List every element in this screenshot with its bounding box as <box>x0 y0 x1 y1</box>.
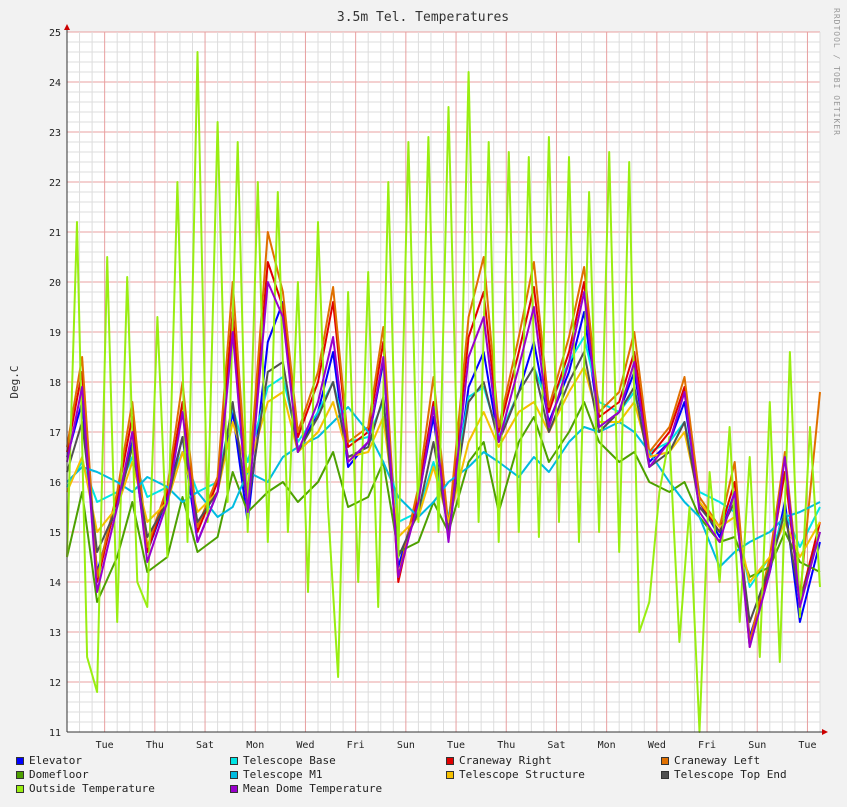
x-tick-label: Wed <box>296 740 314 751</box>
legend-label: Elevator <box>29 754 82 767</box>
legend-label: Craneway Right <box>459 754 552 767</box>
grid <box>66 31 821 733</box>
legend-item: Telescope Top End <box>661 768 787 781</box>
y-tick-label: 20 <box>49 278 61 289</box>
legend-item: Telescope M1 <box>230 768 322 781</box>
y-tick-label: 15 <box>49 528 61 539</box>
watermark: RRDTOOL / TOBI OETIKER <box>832 8 841 136</box>
legend-swatch <box>446 770 454 779</box>
axes <box>64 24 828 735</box>
legend-label: Telescope M1 <box>243 768 323 781</box>
legend-swatch <box>230 770 238 779</box>
series-layer <box>66 51 821 733</box>
chart-title: 3.5m Tel. Temperatures <box>337 10 509 25</box>
legend-label: Mean Dome Temperature <box>243 782 383 795</box>
legend-label: Telescope Top End <box>674 768 787 781</box>
legend-swatch <box>16 756 24 765</box>
legend-label: Telescope Base <box>243 754 336 767</box>
x-tick-label: Tue <box>447 740 465 751</box>
x-tick-label: Wed <box>648 740 666 751</box>
y-tick-label: 11 <box>49 728 61 739</box>
legend-item: Domefloor <box>16 768 89 781</box>
legend-swatch <box>661 770 669 779</box>
y-axis-arrow <box>64 24 70 30</box>
y-tick-label: 19 <box>49 328 61 339</box>
y-axis-label: Deg.C <box>8 365 21 398</box>
legend-swatch <box>16 770 24 779</box>
y-tick-label: 22 <box>49 178 61 189</box>
legend-item: Mean Dome Temperature <box>230 782 382 795</box>
x-tick-label: Sun <box>748 740 766 751</box>
legend-item: Telescope Structure <box>446 768 585 781</box>
x-tick-label: Mon <box>246 740 264 751</box>
legend-swatch <box>16 784 24 793</box>
x-tick-label: Tue <box>96 740 114 751</box>
y-tick-label: 13 <box>49 628 61 639</box>
legend-label: Craneway Left <box>674 754 761 767</box>
legend-swatch <box>230 784 238 793</box>
x-tick-label: Thu <box>146 740 164 751</box>
legend-swatch <box>661 756 669 765</box>
y-tick-label: 14 <box>49 578 61 589</box>
legend-item: Craneway Right <box>446 754 552 767</box>
x-tick-label: Fri <box>698 740 716 751</box>
x-tick-label: Thu <box>497 740 515 751</box>
y-tick-label: 24 <box>49 78 61 89</box>
series-line-outside-temperature <box>66 51 821 733</box>
tick-labels: 11 12 13 14 15 16 17 18 19 20 21 22 23 24 25 Tue Thu Sat M… <box>49 28 817 751</box>
legend-item: Outside Temperature <box>16 782 155 795</box>
x-tick-label: Fri <box>347 740 365 751</box>
y-tick-label: 21 <box>49 228 61 239</box>
series-line-domefloor <box>66 401 821 603</box>
x-tick-label: Mon <box>598 740 616 751</box>
legend-label: Domefloor <box>29 768 89 781</box>
legend-swatch <box>230 756 238 765</box>
x-tick-label: Tue <box>798 740 816 751</box>
y-tick-label: 18 <box>49 378 61 389</box>
legend: Elevator Telescope Base Craneway Right Cran… <box>16 754 836 799</box>
y-tick-label: 16 <box>49 478 61 489</box>
legend-label: Outside Temperature <box>29 782 155 795</box>
x-axis-arrow <box>822 729 828 735</box>
legend-item: Craneway Left <box>661 754 760 767</box>
y-tick-label: 25 <box>49 28 61 39</box>
legend-item: Telescope Base <box>230 754 336 767</box>
series-line-mean-dome-temperature <box>66 281 821 648</box>
y-tick-label: 17 <box>49 428 61 439</box>
y-tick-label: 23 <box>49 128 61 139</box>
legend-swatch <box>446 756 454 765</box>
x-tick-label: Sat <box>547 740 565 751</box>
y-tick-label: 12 <box>49 678 61 689</box>
x-tick-label: Sun <box>397 740 415 751</box>
legend-item: Elevator <box>16 754 82 767</box>
x-tick-label: Sat <box>196 740 214 751</box>
legend-label: Telescope Structure <box>459 768 585 781</box>
